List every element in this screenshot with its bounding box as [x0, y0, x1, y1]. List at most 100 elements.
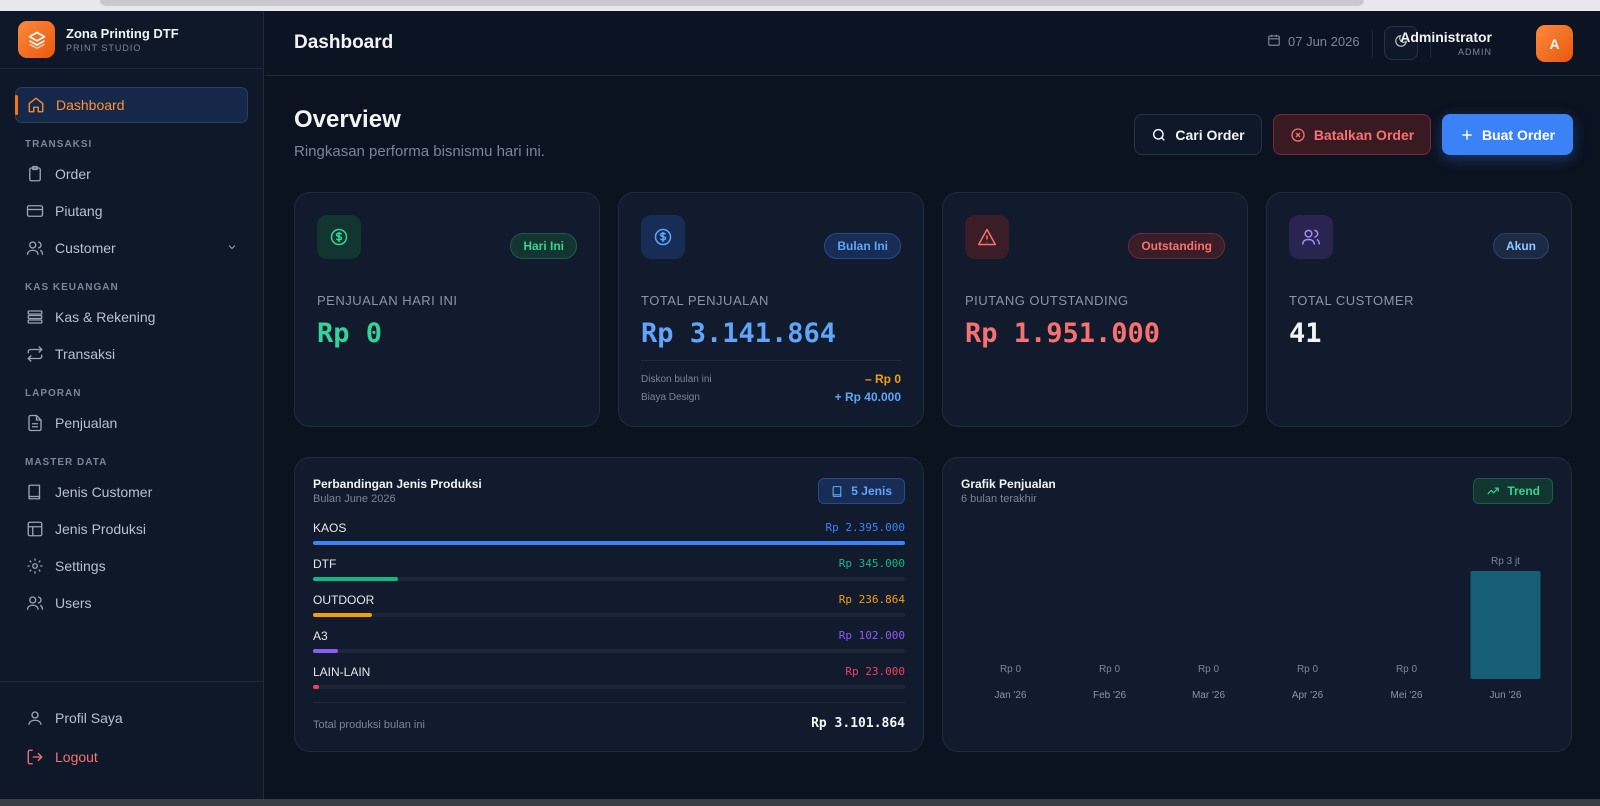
product-value: Rp 345.000 [838, 557, 905, 570]
total-value: Rp 3.101.864 [811, 716, 905, 731]
brand-name: Zona Printing DTF [66, 26, 179, 41]
button-label: Buat Order [1481, 126, 1556, 143]
layout-icon [25, 519, 45, 539]
database-icon [25, 307, 45, 327]
sidebar-bottom: Profil Saya Logout [0, 681, 263, 799]
sidebar-item-label: Kas & Rekening [55, 309, 156, 325]
chart-x-tick: Jun '26 [1490, 690, 1522, 701]
users-icon [1289, 215, 1333, 259]
sidebar-item-profil[interactable]: Profil Saya [15, 700, 248, 736]
badge-today: Hari Ini [510, 233, 577, 259]
discount-label: Diskon bulan ini [641, 373, 712, 385]
product-comparison-panel: Perbandingan Jenis Produksi Bulan June 2… [294, 457, 924, 752]
moon-icon [1394, 34, 1408, 53]
sidebar-item-kas-rekening[interactable]: Kas & Rekening [15, 299, 248, 335]
plus-icon [1460, 128, 1474, 142]
chart-data-label: Rp 0 [1198, 664, 1220, 675]
browser-top-strip [0, 0, 1600, 11]
overview-subtitle: Ringkasan performa bisnismu hari ini. [294, 143, 545, 160]
brand-subtitle: PRINT STUDIO [66, 43, 142, 53]
product-name: OUTDOOR [313, 593, 375, 607]
chart-x-tick: Mar '26 [1192, 690, 1225, 701]
stat-label: PIUTANG OUTSTANDING [965, 293, 1129, 308]
sidebar-item-settings[interactable]: Settings [15, 548, 248, 584]
book-icon [831, 485, 844, 498]
stat-value: Rp 1.951.000 [965, 318, 1161, 349]
product-bar-track [313, 649, 905, 653]
panel-title: Perbandingan Jenis Produksi [313, 477, 482, 491]
sidebar-item-transaksi[interactable]: Transaksi [15, 336, 248, 372]
sidebar-item-label: Customer [55, 240, 116, 256]
product-value: Rp 236.864 [838, 593, 905, 606]
sidebar-item-penjualan[interactable]: Penjualan [15, 405, 248, 441]
badge-account: Akun [1493, 233, 1549, 259]
file-text-icon [25, 413, 45, 433]
chart-x-tick: Mei '26 [1391, 690, 1423, 701]
users-icon [25, 593, 45, 613]
dollar-icon [641, 215, 685, 259]
page-title: Dashboard [294, 32, 394, 53]
badge-outstanding: Outstanding [1128, 233, 1225, 259]
calendar-icon [1267, 33, 1281, 50]
logout-icon [25, 747, 45, 767]
user-icon [25, 708, 45, 728]
sidebar-item-label: Jenis Customer [55, 484, 153, 500]
chart-data-label: Rp 0 [1099, 664, 1121, 675]
search-icon [1151, 127, 1167, 143]
discount-row: Diskon bulan ini – Rp 0 [641, 372, 901, 386]
stat-card-total: Bulan Ini TOTAL PENJUALAN Rp 3.141.864 D… [618, 192, 924, 427]
chevron-down-icon[interactable] [226, 240, 238, 256]
alert-triangle-icon [965, 215, 1009, 259]
sidebar-item-label: Piutang [55, 203, 103, 219]
sidebar-item-users[interactable]: Users [15, 585, 248, 621]
product-name: DTF [313, 557, 337, 571]
search-order-button[interactable]: Cari Order [1134, 114, 1262, 155]
layers-icon [18, 21, 55, 58]
panel-subtitle: 6 bulan terakhir [961, 493, 1037, 505]
product-bar-fill [313, 685, 319, 689]
badge-month: Bulan Ini [824, 233, 901, 259]
clipboard-icon [25, 164, 45, 184]
panel-subtitle: Bulan June 2026 [313, 493, 396, 505]
sidebar-item-logout[interactable]: Logout [15, 739, 248, 775]
book-icon [25, 482, 45, 502]
stat-card-today: Hari Ini PENJUALAN HARI INI Rp 0 [294, 192, 600, 427]
sidebar-item-order[interactable]: Order [15, 156, 248, 192]
stat-label: TOTAL PENJUALAN [641, 293, 769, 308]
cancel-order-button[interactable]: Batalkan Order [1273, 114, 1431, 155]
product-bar-track [313, 541, 905, 545]
sales-chart-panel: Grafik Penjualan 6 bulan terakhir Trend … [942, 457, 1572, 752]
sidebar-item-piutang[interactable]: Piutang [15, 193, 248, 229]
chip-label: 5 Jenis [851, 484, 892, 498]
sidebar-item-label: Profil Saya [55, 710, 123, 726]
theme-toggle-button[interactable] [1384, 26, 1418, 60]
product-bar-track [313, 613, 905, 617]
credit-card-icon [25, 201, 45, 221]
x-circle-icon [1290, 127, 1306, 143]
sidebar-item-jenis-customer[interactable]: Jenis Customer [15, 474, 248, 510]
avatar[interactable]: A [1536, 25, 1573, 62]
sidebar-item-customer[interactable]: Customer [15, 230, 248, 266]
design-fee-label: Biaya Design [641, 391, 700, 403]
users-icon [25, 238, 45, 258]
section-master-data: MASTER DATA [25, 457, 108, 468]
sidebar-item-dashboard[interactable]: Dashboard [15, 87, 248, 123]
product-bar-fill [313, 649, 339, 653]
repeat-icon [25, 344, 45, 364]
section-laporan: LAPORAN [25, 388, 82, 399]
chart-x-tick: Feb '26 [1093, 690, 1126, 701]
top-header: Dashboard 07 Jun 2026 Administrator ADMI… [265, 11, 1600, 76]
brand: Zona Printing DTF PRINT STUDIO [0, 11, 263, 69]
chart-bar[interactable] [1470, 571, 1541, 679]
product-bar-fill [313, 613, 372, 617]
product-value: Rp 23.000 [845, 665, 905, 678]
stat-card-receivable: Outstanding PIUTANG OUTSTANDING Rp 1.951… [942, 192, 1248, 427]
stat-value: 41 [1289, 318, 1322, 349]
sidebar-item-jenis-produksi[interactable]: Jenis Produksi [15, 511, 248, 547]
product-count-chip[interactable]: 5 Jenis [818, 478, 905, 504]
button-label: Batalkan Order [1313, 126, 1415, 143]
create-order-button[interactable]: Buat Order [1442, 114, 1573, 155]
trend-chip[interactable]: Trend [1473, 478, 1553, 504]
divider [1430, 31, 1431, 57]
stat-value: Rp 3.141.864 [641, 318, 837, 349]
